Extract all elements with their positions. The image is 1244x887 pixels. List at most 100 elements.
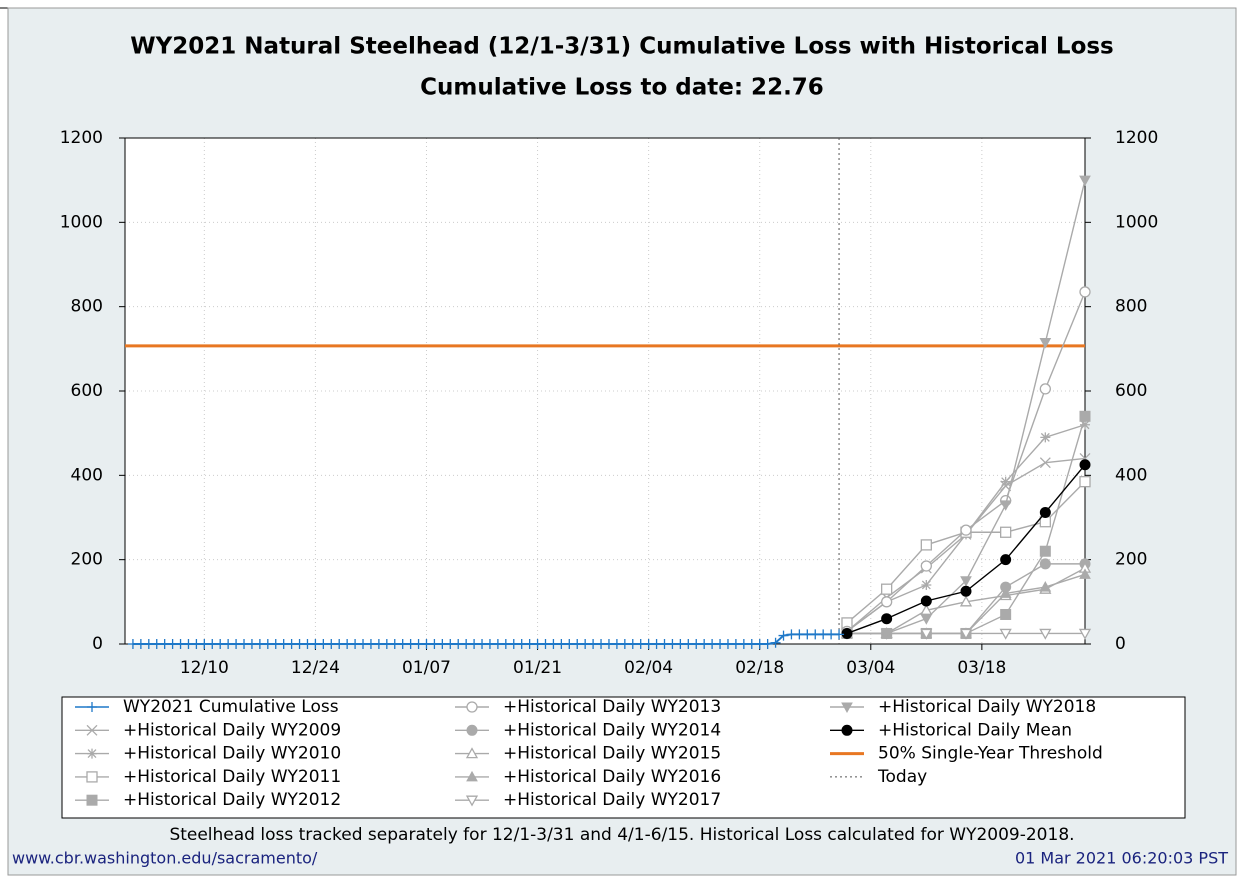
x-tick-label: 12/10 [180,658,229,678]
marker [1079,568,1091,579]
y-tick-label: 1000 [60,212,103,232]
legend-item: +Historical Daily WY2011 [75,767,341,787]
marker [841,627,853,639]
marker [1039,516,1051,528]
y-tick-label: 0 [92,634,103,654]
marker [834,629,845,640]
marker [1078,628,1092,640]
legend-item: WY2021 Cumulative Loss [75,697,339,717]
legend-item: +Historical Daily WY2009 [75,720,341,740]
y-tick-label: 800 [71,297,103,317]
legend-box [61,696,1186,819]
legend-label: +Historical Daily WY2017 [503,790,721,810]
marker [1040,432,1051,443]
marker [999,587,1012,598]
marker [920,628,933,640]
legend-label: +Historical Daily WY2016 [503,767,721,787]
x-tick-label: 03/04 [846,658,895,678]
chart-subtitle: Cumulative Loss to date: 22.76 [420,75,824,101]
legend-item: +Historical Daily WY2015 [455,744,721,764]
marker [87,748,97,759]
legend-label: +Historical Daily WY2011 [123,767,341,787]
marker [920,614,933,625]
marker [1039,457,1051,469]
y-tick-label: 200 [71,550,103,570]
y2-tick-label: 200 [1115,550,1147,570]
chart-title: WY2021 Natural Steelhead (12/1-3/31) Cum… [130,34,1114,60]
legend-label: +Historical Daily WY2015 [503,744,721,764]
marker [1079,476,1091,488]
marker [770,637,781,648]
marker [86,724,98,736]
marker [1000,476,1011,487]
marker [1039,506,1051,518]
source-link[interactable]: www.cbr.washington.edu/sacramento/ [12,849,318,868]
marker [959,595,973,607]
y2-tick-label: 400 [1115,465,1147,485]
legend-label: Today [877,767,927,787]
marker [920,539,932,551]
marker [86,771,98,783]
marker [86,794,98,806]
x-tick-label: 02/18 [735,658,784,678]
x-tick-label: 01/07 [402,658,451,678]
x-tick-label: 03/18 [957,658,1006,678]
marker [466,724,478,736]
marker [1039,628,1052,640]
marker [465,747,479,759]
marker [959,628,973,640]
marker [999,628,1012,640]
marker [881,613,893,625]
marker [880,628,893,640]
marker [960,585,972,597]
legend-label: WY2021 Cumulative Loss [123,697,339,717]
marker [1039,545,1051,557]
y2-tick-label: 800 [1115,297,1147,317]
x-tick-label: 01/21 [513,658,562,678]
marker [1080,419,1090,430]
timestamp: 01 Mar 2021 06:20:03 PST [1015,849,1228,868]
legend-item: +Historical Daily WY2012 [75,790,341,810]
marker [1039,383,1051,395]
footnote: Steelhead loss tracked separately for 12… [169,825,1074,845]
legend-label: +Historical Daily WY2009 [123,720,341,740]
marker [960,524,972,536]
marker [762,639,773,649]
marker [466,770,478,782]
marker [1079,175,1091,187]
x-tick-label: 12/24 [291,658,340,678]
marker [841,724,853,736]
marker [1039,558,1051,570]
marker [841,702,853,714]
legend-item: +Historical Daily WY2017 [455,790,721,810]
y-tick-label: 600 [71,381,103,401]
legend-item: +Historical Daily WY2013 [455,697,721,717]
legend-item: 50% Single-Year Threshold [830,744,1103,764]
y2-tick-label: 0 [1115,634,1126,654]
legend-item: +Historical Daily WY2018 [830,697,1096,717]
marker [960,576,972,587]
marker [1079,286,1091,298]
legend-item: +Historical Daily WY2016 [455,767,721,787]
marker [999,500,1012,511]
legend-item: +Historical Daily WY2014 [455,720,721,740]
y-tick-label: 1200 [60,128,103,148]
marker [921,579,932,590]
legend-item: Today [830,767,927,787]
legend-label: +Historical Daily WY2013 [503,697,721,717]
marker [1000,608,1012,620]
y-tick-label: 400 [71,465,103,485]
y2-tick-label: 600 [1115,381,1147,401]
marker [1000,554,1012,566]
legend-label: +Historical Daily WY2014 [503,720,721,740]
y2-tick-label: 1000 [1115,212,1158,232]
marker [465,795,479,807]
y2-tick-label: 1200 [1115,128,1158,148]
marker [920,560,932,572]
marker [1079,410,1091,422]
marker [1000,526,1012,538]
legend-item: +Historical Daily WY2010 [75,744,341,764]
legend-label: +Historical Daily WY2010 [123,744,341,764]
marker [881,583,893,595]
